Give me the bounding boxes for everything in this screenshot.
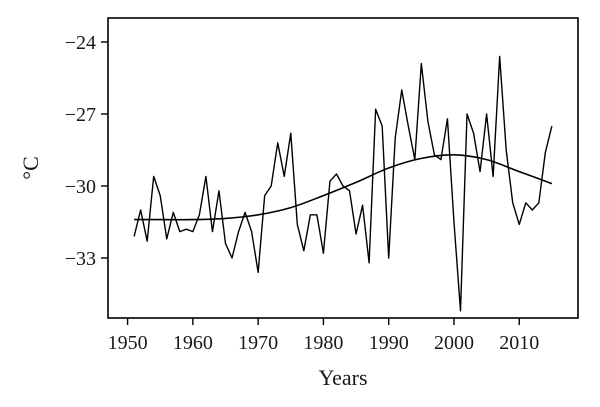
x-tick-label: 1990 (369, 332, 409, 354)
y-tick-label: −27 (65, 104, 96, 126)
y-tick-label: −24 (65, 32, 96, 54)
y-axis: −33 −30 −27 −24 (65, 32, 108, 270)
x-axis-title: Years (318, 365, 367, 390)
y-tick-label: −30 (65, 176, 96, 198)
temperature-series-line (133, 55, 553, 312)
trend-curve (134, 153, 553, 221)
y-axis-title: °C (18, 156, 43, 179)
x-axis: 1950 1960 1970 1980 1990 2000 2010 (108, 318, 539, 354)
x-tick-label: 1980 (303, 332, 343, 354)
x-tick-label: 1960 (173, 332, 213, 354)
plot-frame (107, 17, 579, 319)
x-tick-label: 1970 (238, 332, 278, 354)
x-tick-label: 1950 (108, 332, 148, 354)
y-tick-label: −33 (65, 248, 96, 270)
x-tick-label: 2000 (434, 332, 474, 354)
series-group (133, 55, 553, 312)
x-tick-label: 2010 (499, 332, 539, 354)
